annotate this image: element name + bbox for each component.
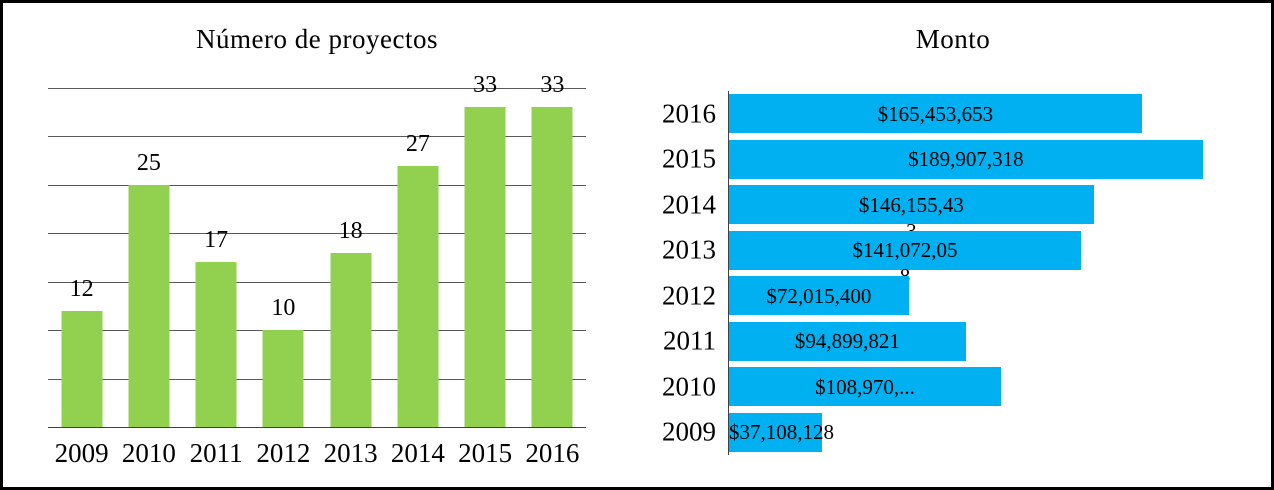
bar-value-label: $189,907,318	[908, 147, 1024, 171]
bar-value-label: $72,015,400	[766, 283, 872, 308]
bar-row-2010: 2010 $108,970,...	[662, 364, 1228, 410]
category-label: 2010	[121, 438, 176, 468]
category-label: 2015	[458, 438, 513, 468]
bar-2009	[61, 310, 103, 427]
bar-2012: $72,015,400	[729, 276, 909, 315]
gridline	[48, 378, 586, 380]
bar-group-2013: 18 2013	[317, 88, 384, 467]
bar-group-2016: 33 2016	[519, 73, 586, 466]
bar-2015: $189,907,318	[729, 139, 1203, 179]
bar-row-2015: 2015 $189,907,318	[662, 137, 1228, 183]
bar-2015	[464, 107, 506, 427]
category-label: 2015	[662, 143, 716, 174]
bar-2013: $141,072,05 8	[729, 230, 1081, 288]
bar-row-2013: 2013 $141,072,05 8	[662, 228, 1228, 288]
bar-2016: $165,453,653	[729, 94, 1142, 133]
category-label: 2011	[663, 325, 716, 356]
bar-value-label: 12	[69, 275, 94, 302]
category-label: 2009	[54, 438, 109, 468]
category-label: 2013	[662, 234, 716, 265]
category-label: 2013	[323, 438, 378, 468]
bar-value-label: $108,970,...	[815, 374, 915, 399]
bar-group-2015: 33 2015	[452, 73, 519, 466]
gridline	[48, 136, 586, 138]
chart-title-proyectos: Número de proyectos	[196, 24, 438, 54]
bar-row-2009: 2009 $37,108,128	[662, 410, 1228, 456]
category-label: 2014	[390, 438, 445, 468]
bar-group-2012: 10 2012	[250, 88, 317, 466]
bar-value-label: $37,108,128	[729, 420, 834, 444]
bar-value-label: $165,453,653	[877, 101, 994, 126]
bar-2013	[330, 252, 372, 427]
category-label: 2011	[189, 438, 243, 468]
bar-2014: $146,155,43 3	[729, 185, 1094, 243]
category-label: 2010	[662, 371, 716, 402]
bar-group-2011: 17 2011	[183, 88, 250, 466]
bar-row-2011: 2011 $94,899,821	[663, 319, 1228, 365]
bar-group-2014: 27 2014	[384, 88, 451, 467]
bar-value-label: 27	[405, 130, 430, 157]
category-label: 2012	[662, 280, 716, 311]
bar-2012	[262, 330, 304, 427]
bar-row-2014: 2014 $146,155,43 3	[662, 182, 1228, 243]
plot-area-proyectos: 12 2009 25 2010 17 2011 10 2012 18 2013 27 2014 33 20…	[48, 73, 586, 467]
category-label: 2016	[662, 98, 716, 129]
bar-row-2012: 2012 $72,015,400	[662, 273, 1228, 319]
bar-2016	[531, 107, 573, 427]
plot-area-monto: 2016 $165,453,653 2015 $189,907,318 2014 $146…	[662, 91, 1228, 456]
category-label: 2009	[662, 416, 716, 447]
gridline	[48, 233, 586, 235]
bar-group-2010: 25 2010	[115, 88, 182, 467]
bar-2014	[397, 165, 439, 427]
gridline	[48, 330, 586, 332]
bar-value-label: 25	[136, 149, 161, 176]
bar-2011: $94,899,821	[729, 321, 966, 361]
gridline	[48, 184, 586, 186]
chart-title-monto: Monto	[915, 24, 991, 54]
category-label: 2012	[256, 438, 311, 468]
bar-value-label: $94,899,821	[794, 329, 900, 353]
bar-2010	[128, 184, 170, 427]
gridline	[48, 281, 586, 283]
bar-value-label: 17	[204, 227, 229, 254]
category-label: 2016	[525, 438, 580, 468]
bar-value-label: 33	[473, 72, 498, 99]
bar-2011	[195, 262, 237, 427]
bar-group-2009: 12 2009	[48, 88, 115, 467]
bar-2009: $37,108,128	[729, 412, 834, 452]
category-label: 2014	[662, 189, 716, 220]
bar-value-label: 33	[540, 72, 565, 99]
bar-value-label: 18	[338, 217, 363, 244]
bar-row-2016: 2016 $165,453,653	[662, 91, 1228, 137]
bar-2010: $108,970,...	[729, 367, 1001, 406]
gridline	[48, 88, 586, 89]
bar-value-label: 10	[271, 295, 296, 322]
